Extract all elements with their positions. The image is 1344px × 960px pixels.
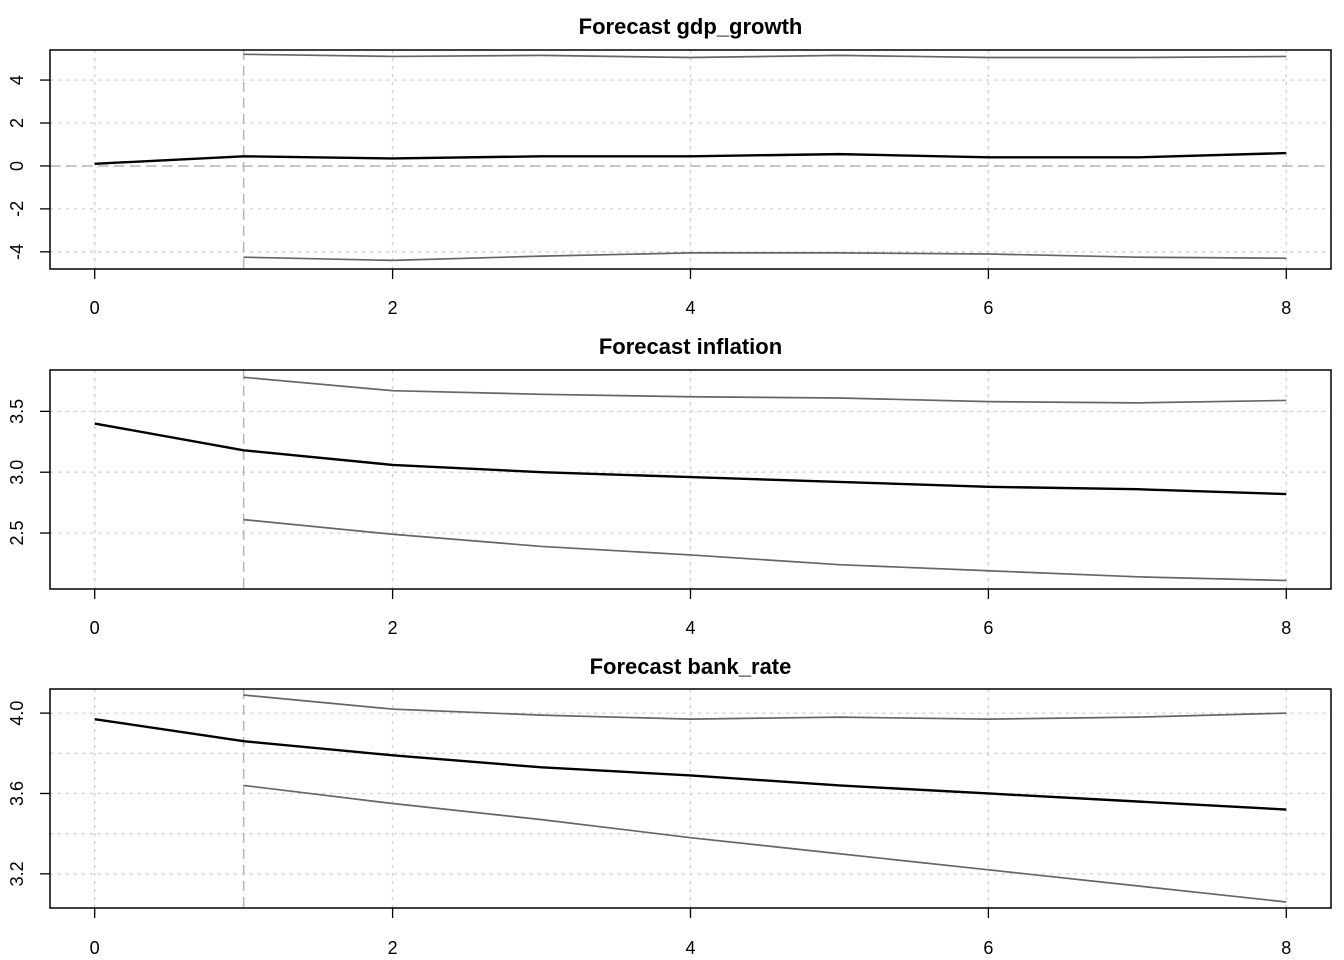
y-tick-label: 4	[7, 75, 27, 85]
x-tick-label: 4	[685, 298, 695, 318]
x-tick-label: 2	[388, 298, 398, 318]
lower-bound-line	[243, 784, 1287, 903]
y-tick-label: -2	[7, 201, 27, 217]
chart-title: Forecast gdp_growth	[579, 14, 803, 39]
upper-bound-line	[243, 694, 1287, 720]
y-tick-label: 3.2	[7, 861, 27, 886]
forecast-line	[94, 717, 1287, 811]
x-tick-label: 0	[90, 618, 100, 638]
y-tick-label: 2	[7, 118, 27, 128]
x-tick-label: 4	[685, 938, 695, 958]
x-tick-label: 8	[1281, 938, 1291, 958]
x-tick-label: 0	[90, 938, 100, 958]
x-tick-label: 2	[388, 618, 398, 638]
upper-bound-line	[243, 53, 1287, 59]
y-tick-label: 3.5	[7, 399, 27, 424]
x-tick-label: 0	[90, 298, 100, 318]
x-tick-label: 8	[1281, 618, 1291, 638]
y-tick-label: 4.0	[7, 701, 27, 726]
lower-bound-line	[243, 252, 1287, 262]
x-tick-label: 6	[983, 298, 993, 318]
forecast-line	[94, 422, 1287, 496]
chart-panel-3: Forecast bank_rate 0 2 4 6 8 3.2 3.6 4.0	[7, 654, 1332, 958]
chart-panel-2: Forecast inflation 0 2 4 6 8 2.5 3.0 3.5	[7, 334, 1332, 638]
x-tick-label: 2	[388, 938, 398, 958]
chart-title: Forecast bank_rate	[590, 654, 792, 679]
x-tick-label: 4	[685, 618, 695, 638]
chart-title: Forecast inflation	[599, 334, 782, 359]
forecast-line	[94, 151, 1287, 165]
y-tick-label: 2.5	[7, 521, 27, 546]
lower-bound-line	[243, 518, 1287, 582]
x-tick-label: 6	[983, 938, 993, 958]
x-tick-label: 6	[983, 618, 993, 638]
chart-panel-1: Forecast gdp_growth 0 2 4 6 8 -4 -2 0 2 4	[7, 14, 1332, 318]
y-tick-label: 3.0	[7, 460, 27, 485]
upper-bound-line	[243, 376, 1287, 404]
x-tick-label: 8	[1281, 298, 1291, 318]
y-tick-label: 3.6	[7, 781, 27, 806]
y-tick-label: -4	[7, 244, 27, 260]
y-tick-label: 0	[7, 161, 27, 171]
